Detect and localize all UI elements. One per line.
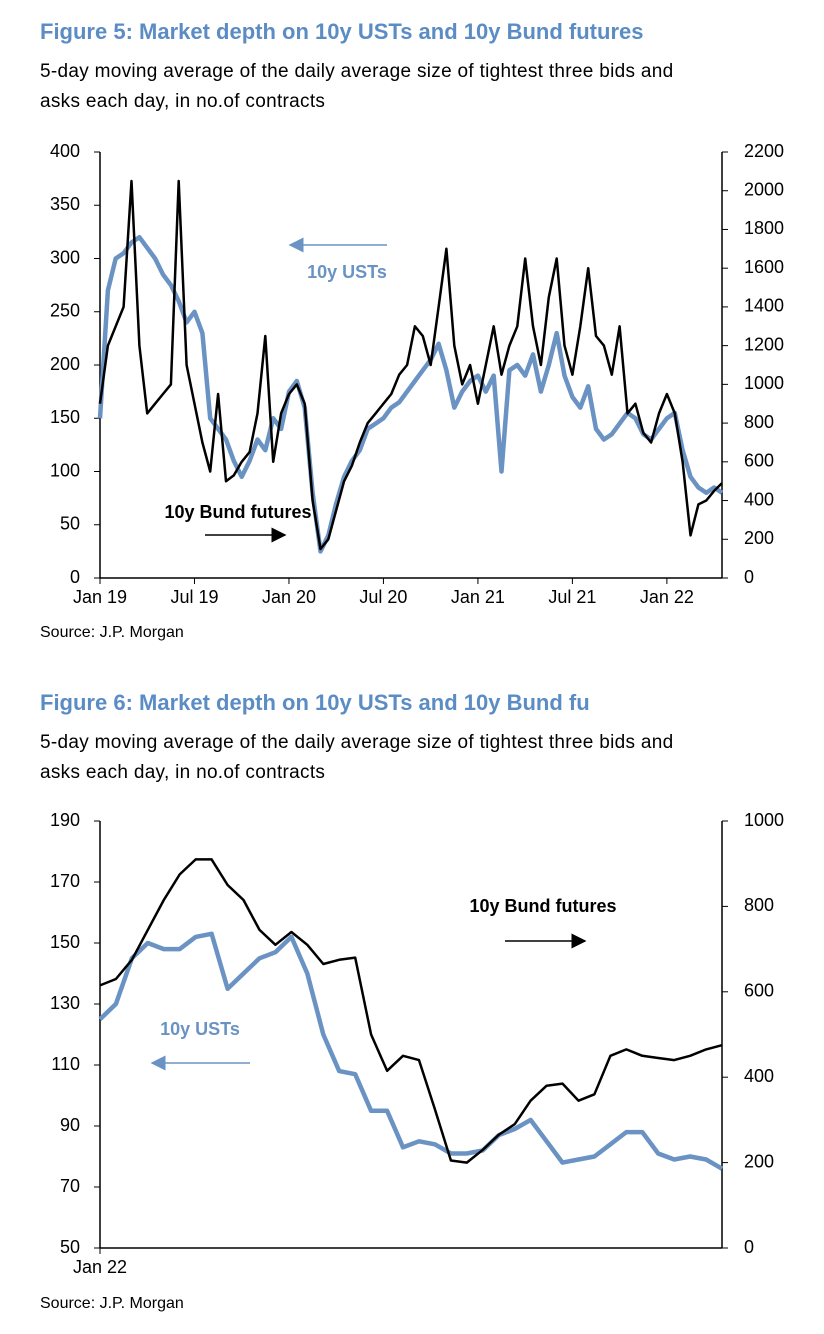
y-tick-label: 70: [60, 1176, 80, 1196]
chart-subtitle: asks each day, in no.of contracts: [40, 762, 325, 783]
series-line: [97, 234, 724, 554]
y2-tick-label: 800: [744, 412, 774, 432]
y2-tick-label: 0: [744, 567, 754, 587]
y2-tick-label: 1000: [744, 373, 784, 393]
x-tick-label: Jan 22: [73, 1257, 127, 1277]
y2-tick-label: 1000: [744, 810, 784, 830]
series-line: [98, 931, 724, 1171]
y-tick-label: 150: [50, 932, 80, 952]
y2-tick-label: 1600: [744, 257, 784, 277]
x-tick-label: Jan 22: [640, 587, 694, 607]
y-tick-label: 90: [60, 1115, 80, 1135]
y2-tick-label: 2200: [744, 141, 784, 161]
chart-subtitle: 5-day moving average of the daily averag…: [40, 61, 673, 82]
y-tick-label: 50: [60, 1237, 80, 1257]
y-tick-label: 0: [70, 567, 80, 587]
y2-tick-label: 1200: [744, 334, 784, 354]
x-tick-label: Jan 21: [451, 587, 505, 607]
annotation: 10y USTs: [307, 262, 387, 282]
y-tick-label: 300: [50, 247, 80, 267]
y2-tick-label: 2000: [744, 179, 784, 199]
y2-tick-label: 1400: [744, 296, 784, 316]
annotation: 10y Bund futures: [164, 502, 311, 522]
x-tick-label: Jul 20: [359, 587, 407, 607]
y2-tick-label: 0: [744, 1237, 754, 1257]
y-tick-label: 250: [50, 301, 80, 321]
y2-tick-label: 600: [744, 451, 774, 471]
source: Source: J.P. Morgan: [40, 1295, 184, 1312]
y2-tick-label: 200: [744, 528, 774, 548]
y-tick-label: 400: [50, 141, 80, 161]
y-tick-label: 170: [50, 871, 80, 891]
y2-tick-label: 1800: [744, 218, 784, 238]
y-tick-label: 50: [60, 514, 80, 534]
chart-title: Figure 5: Market depth on 10y USTs and 1…: [40, 19, 643, 44]
y2-tick-label: 400: [744, 1066, 774, 1086]
source: Source: J.P. Morgan: [40, 624, 184, 641]
y-tick-label: 350: [50, 194, 80, 214]
y-tick-label: 200: [50, 354, 80, 374]
y-tick-label: 190: [50, 810, 80, 830]
chart-title: Figure 6: Market depth on 10y USTs and 1…: [40, 690, 590, 715]
y-tick-label: 110: [51, 1054, 80, 1074]
chart-subtitle: asks each day, in no.of contracts: [40, 91, 325, 112]
annotation: 10y USTs: [160, 1019, 240, 1039]
series-line: [98, 179, 723, 551]
y-tick-label: 130: [50, 993, 80, 1013]
x-tick-label: Jul 21: [548, 587, 596, 607]
series-line: [99, 858, 723, 1164]
y-tick-label: 100: [50, 460, 80, 480]
x-tick-label: Jul 19: [170, 587, 218, 607]
x-tick-label: Jan 19: [73, 587, 127, 607]
annotation: 10y Bund futures: [469, 896, 616, 916]
y2-tick-label: 400: [744, 489, 774, 509]
y2-tick-label: 200: [744, 1151, 774, 1171]
x-tick-label: Jan 20: [262, 587, 316, 607]
y-tick-label: 150: [50, 407, 80, 427]
chart-subtitle: 5-day moving average of the daily averag…: [40, 732, 673, 753]
y2-tick-label: 600: [744, 981, 774, 1001]
y2-tick-label: 800: [744, 895, 774, 915]
